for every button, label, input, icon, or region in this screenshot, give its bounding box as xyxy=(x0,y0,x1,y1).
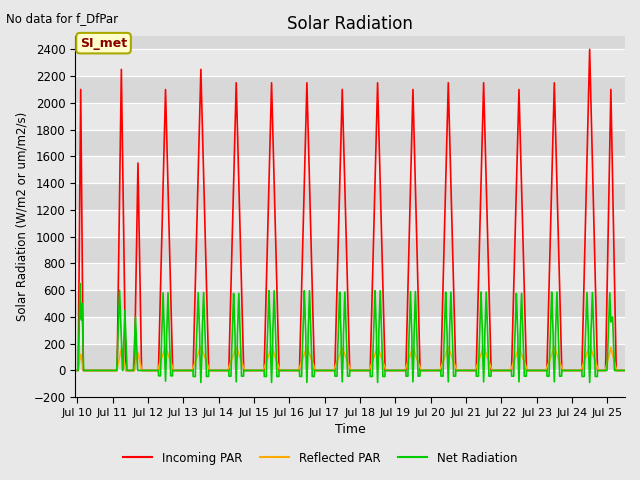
Bar xyxy=(76,103,625,130)
Bar xyxy=(76,49,625,76)
Title: Solar Radiation: Solar Radiation xyxy=(287,15,413,33)
Bar xyxy=(76,371,625,397)
Bar xyxy=(76,183,625,210)
Bar xyxy=(76,210,625,237)
Legend: Incoming PAR, Reflected PAR, Net Radiation: Incoming PAR, Reflected PAR, Net Radiati… xyxy=(118,447,522,469)
Bar xyxy=(76,237,625,264)
Bar xyxy=(76,156,625,183)
Bar xyxy=(76,344,625,371)
Bar xyxy=(76,76,625,103)
Y-axis label: Solar Radiation (W/m2 or um/m2/s): Solar Radiation (W/m2 or um/m2/s) xyxy=(15,112,28,321)
Bar xyxy=(76,317,625,344)
Text: No data for f_DfPar: No data for f_DfPar xyxy=(6,12,118,25)
X-axis label: Time: Time xyxy=(335,423,365,436)
Bar xyxy=(76,290,625,317)
Bar xyxy=(76,264,625,290)
Text: SI_met: SI_met xyxy=(80,36,127,49)
Bar xyxy=(76,130,625,156)
